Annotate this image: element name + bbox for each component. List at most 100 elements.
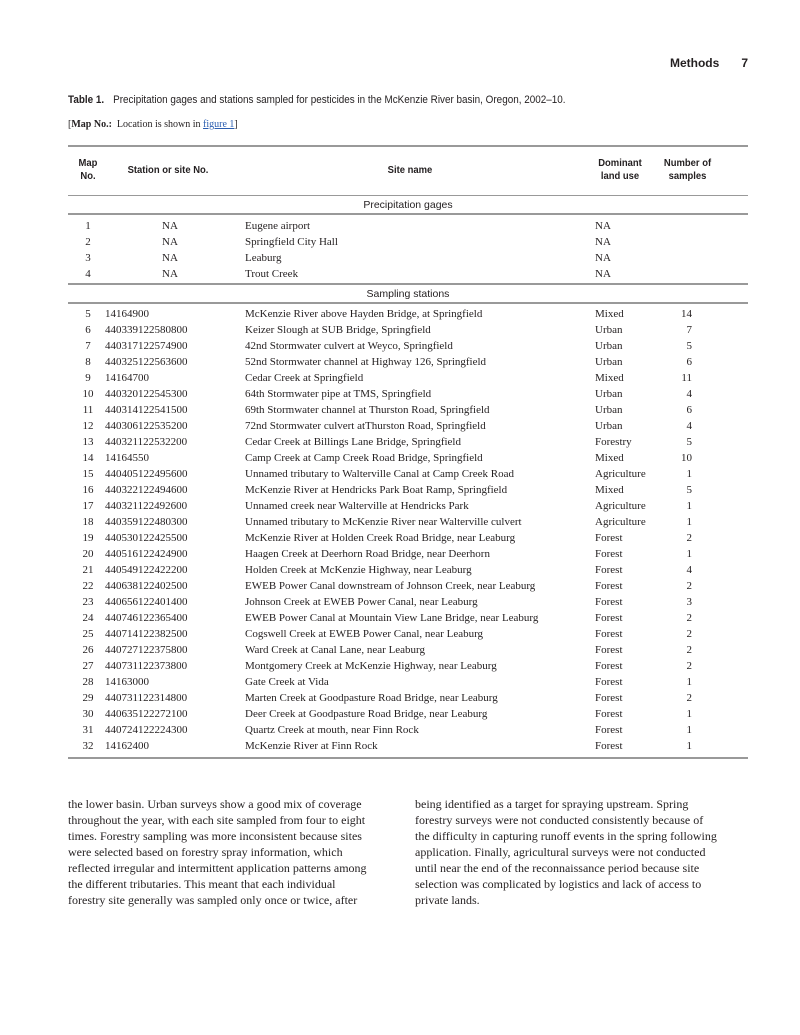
site-name: Ward Creek at Canal Lane, near Leaburg [245,644,426,656]
table-row: 10 440320122545300 64th Stormwater pipe at… [68,386,748,402]
site-name: Unnamed creek near Walterville at Hendri… [245,500,469,512]
land-use: Mixed [595,372,624,384]
land-use: Urban [595,340,623,352]
map-no: 6 [85,324,91,336]
station-no: NA [162,268,178,280]
station-no: 440727122375800 [105,644,188,656]
body-line: application. Finally, agricultural surve… [415,845,706,859]
rule [68,145,748,147]
station-no: 440306122535200 [105,420,188,432]
sample-count: 2 [686,580,693,592]
land-use: Forest [595,580,623,592]
note-label: Map No.: [71,119,112,130]
land-use: Mixed [595,452,624,464]
map-no: 19 [82,532,94,544]
station-no: 14164550 [105,452,149,464]
station-no: 440635122272100 [105,708,188,720]
sample-count: 2 [686,660,693,672]
sample-count: 1 [686,724,693,736]
land-use: Forest [595,596,623,608]
sample-count: 2 [686,692,693,704]
site-name: Holden Creek at McKenzie Highway, near L… [245,564,472,576]
land-use: Agriculture [595,500,646,512]
map-no: 28 [82,676,94,688]
body-line: forestry surveys were not conducted cons… [415,813,704,827]
map-no: 5 [85,308,91,320]
table-row: 20 440516122424900 Haagen Creek at Deerhor… [68,546,748,562]
rule [68,283,748,285]
land-use: Agriculture [595,468,646,480]
site-name: Cedar Creek at Billings Lane Bridge, Spr… [245,436,461,448]
map-no: 4 [85,268,91,280]
land-use: Forest [595,532,623,544]
land-use: Forest [595,676,623,688]
site-name: Camp Creek at Camp Creek Road Bridge, Sp… [245,452,483,464]
land-use: Forest [595,692,623,704]
rule [68,213,748,215]
station-no: 440731122373800 [105,660,188,672]
site-name: 69th Stormwater channel at Thurston Road… [245,404,490,416]
table-row: 11 440314122541500 69th Stormwater channel… [68,402,748,418]
sample-count: 1 [686,740,693,752]
land-use: Forest [595,548,623,560]
map-no: 24 [82,612,94,624]
site-name: 52nd Stormwater channel at Highway 126, … [245,356,487,368]
table-row: 24 440746122365400 EWEB Power Canal at Mou… [68,610,748,626]
station-no: NA [162,236,178,248]
table-row: 3 NA Leaburg NA [68,250,748,266]
site-name: Leaburg [245,252,282,264]
rule [68,195,748,196]
sample-count: 11 [681,372,692,384]
table-row: 23 440656122401400 Johnson Creek at EWEB P… [68,594,748,610]
map-no: 14 [82,452,94,464]
land-use: Urban [595,356,623,368]
table-row: 28 14163000 Gate Creek at Vida Forest 1 [68,674,748,690]
col-header-land-use: Dominant land use [598,157,642,182]
station-no: 440731122314800 [105,692,188,704]
land-use: Forest [595,724,623,736]
site-name: Marten Creek at Goodpasture Road Bridge,… [245,692,498,704]
col-header-site-name: Site name [387,164,433,176]
map-no: 30 [82,708,94,720]
site-name: Trout Creek [245,268,299,280]
map-no: 22 [82,580,94,592]
body-line: the different tributaries. This meant th… [68,877,336,891]
sample-count: 1 [686,500,693,512]
map-no: 31 [82,724,94,736]
body-line: private lands. [415,893,480,907]
site-name: McKenzie River at Holden Creek Road Brid… [245,532,516,544]
table-row: 21 440549122422200 Holden Creek at McKenzi… [68,562,748,578]
station-no: 14163000 [105,676,149,688]
figure-link[interactable]: figure 1 [203,119,235,130]
map-no: 11 [82,404,94,416]
body-column-left: the lower basin. Urban surveys show a go… [68,796,367,908]
table-row: 26 440727122375800 Ward Creek at Canal Lan… [68,642,748,658]
map-no: 23 [82,596,94,608]
col-header-map-no: Map No. [78,157,98,182]
section-heading-precip: Precipitation gages [363,199,453,211]
station-no: 440320122545300 [105,388,188,400]
site-name: Springfield City Hall [245,236,338,248]
site-name: 72nd Stormwater culvert atThurston Road,… [245,420,486,432]
table-row: 17 440321122492600 Unnamed creek near Walt… [68,498,748,514]
site-name: McKenzie River at Hendricks Park Boat Ra… [245,484,508,496]
table-row: 6 440339122580800 Keizer Slough at SUB Bri… [68,322,748,338]
sample-count: 4 [686,420,693,432]
land-use: Mixed [595,484,624,496]
map-no: 9 [85,372,91,384]
table-row: 12 440306122535200 72nd Stormwater culvert… [68,418,748,434]
site-name: Eugene airport [245,220,311,232]
map-no: 12 [82,420,94,432]
col-header-samples: Number of samples [663,157,712,182]
body-line: until near the end of the reconnaissance… [415,861,700,875]
table-label: Table 1. [68,94,105,106]
table-row: 2 NA Springfield City Hall NA [68,234,748,250]
table-row: 30 440635122272100 Deer Creek at Goodpastu… [68,706,748,722]
sample-count: 1 [686,676,693,688]
station-no: NA [162,220,178,232]
land-use: Forest [595,564,623,576]
land-use: Forest [595,644,623,656]
note-text: Location is shown in [116,119,201,130]
site-name: Haagen Creek at Deerhorn Road Bridge, ne… [245,548,490,560]
sample-count: 2 [686,628,693,640]
